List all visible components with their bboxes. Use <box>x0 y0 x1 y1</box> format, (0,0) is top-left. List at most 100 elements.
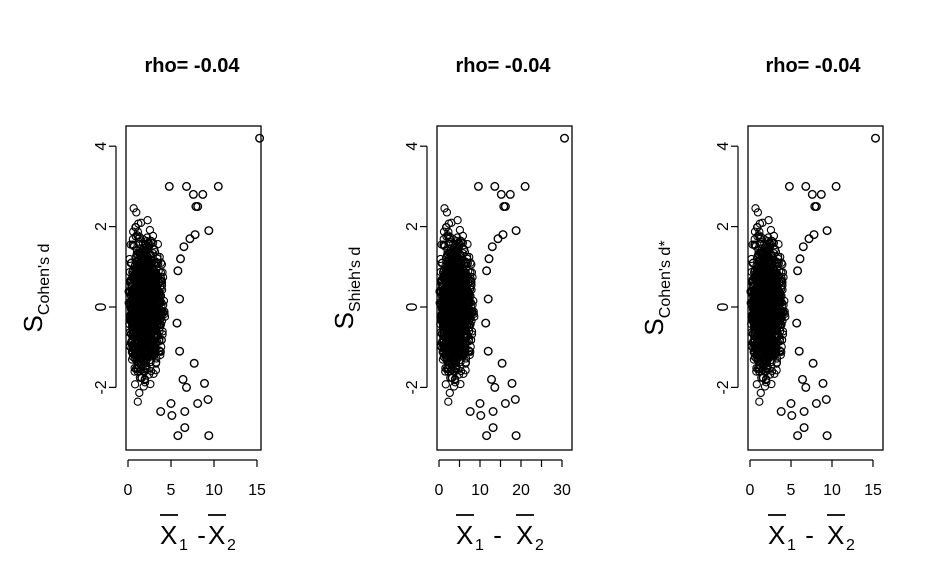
x-axis-sub-2: 2 <box>535 537 544 554</box>
data-point <box>488 423 498 433</box>
data-point <box>133 227 143 236</box>
data-point <box>804 234 814 244</box>
y-axis-base: S <box>639 318 669 335</box>
data-point <box>756 301 766 311</box>
data-point <box>446 351 455 360</box>
x-axis-sub-2: 2 <box>846 537 855 554</box>
data-point <box>175 346 185 356</box>
y-axis-title-text: SCohen's d <box>18 244 53 333</box>
data-point <box>510 395 520 405</box>
data-point <box>204 431 214 441</box>
data-point <box>753 304 762 313</box>
data-point <box>799 423 809 433</box>
data-point <box>772 317 781 327</box>
data-point <box>793 266 803 276</box>
data-point <box>154 291 163 300</box>
data-point <box>755 227 764 236</box>
data-point <box>507 378 517 388</box>
data-point <box>148 282 158 292</box>
data-point <box>784 181 794 191</box>
data-point <box>139 235 148 244</box>
data-point <box>758 373 767 382</box>
x-tick-label: 20 <box>512 482 530 499</box>
y-tick-label: 4 <box>715 142 732 151</box>
x-axis-sub-1: 1 <box>179 537 188 554</box>
y-tick-label: -2 <box>93 380 110 394</box>
data-point <box>136 218 146 227</box>
data-point <box>770 369 779 378</box>
data-point <box>130 380 140 389</box>
data-point <box>822 431 832 441</box>
data-point <box>754 286 764 295</box>
data-point <box>135 388 144 398</box>
y-axis-title-text: SShieh's d <box>329 247 364 330</box>
data-point <box>203 395 213 405</box>
data-point <box>757 332 766 341</box>
data-point <box>152 317 161 327</box>
data-point <box>757 351 766 360</box>
data-point <box>467 260 476 269</box>
panel-title: rho= -0.04 <box>765 55 861 77</box>
y-tick-label: -2 <box>715 380 732 394</box>
data-point <box>451 243 461 252</box>
data-point <box>454 258 464 268</box>
data-point <box>755 319 764 328</box>
data-point <box>153 252 162 261</box>
data-point <box>132 208 141 217</box>
x-tick-label: 0 <box>124 482 133 499</box>
data-point <box>455 225 465 235</box>
y-tick-label: 2 <box>715 222 732 231</box>
data-point <box>133 397 142 406</box>
data-point <box>475 399 485 409</box>
data-point <box>772 268 781 277</box>
data-point <box>137 373 146 382</box>
data-point <box>133 286 142 295</box>
data-point <box>449 235 458 244</box>
data-point <box>453 254 462 263</box>
data-point <box>139 382 148 391</box>
data-point <box>128 273 137 283</box>
data-point <box>762 243 772 252</box>
data-point <box>461 358 471 367</box>
data-point <box>129 204 138 213</box>
data-point <box>134 240 144 249</box>
data-point <box>773 252 783 261</box>
data-point <box>445 305 455 314</box>
data-point <box>752 380 761 389</box>
data-point <box>441 294 451 303</box>
data-point <box>776 350 785 360</box>
data-point <box>775 291 784 300</box>
data-point <box>795 254 805 264</box>
data-point <box>811 399 821 409</box>
data-point <box>776 407 786 417</box>
data-point <box>473 181 483 191</box>
x-axis-title: X 1 - X 2 <box>768 514 855 554</box>
data-point <box>454 344 463 353</box>
y-axis-sub: Cohen's d* <box>657 240 674 318</box>
data-point <box>822 226 832 236</box>
y-tick-label: 4 <box>404 142 421 151</box>
data-point <box>761 313 770 323</box>
data-point <box>757 296 767 306</box>
y-axis-title-text: SCohen's d* <box>639 240 674 335</box>
data-point <box>444 227 453 236</box>
data-point <box>446 332 455 341</box>
data-point <box>764 254 773 263</box>
data-point <box>136 296 145 306</box>
data-point <box>787 411 797 421</box>
data-point <box>446 296 456 306</box>
data-point <box>762 351 771 360</box>
data-point <box>755 397 764 406</box>
x-tick-label: 15 <box>248 482 266 499</box>
x-axis: 0 5 10 15 <box>746 459 882 499</box>
data-point <box>497 358 507 368</box>
data-point <box>798 374 808 384</box>
data-point <box>443 286 453 295</box>
point-cloud <box>124 133 265 441</box>
data-point <box>760 235 769 244</box>
data-point <box>189 358 199 368</box>
data-point <box>816 189 826 199</box>
data-point <box>811 201 821 211</box>
x-tick-label: 15 <box>864 482 882 499</box>
